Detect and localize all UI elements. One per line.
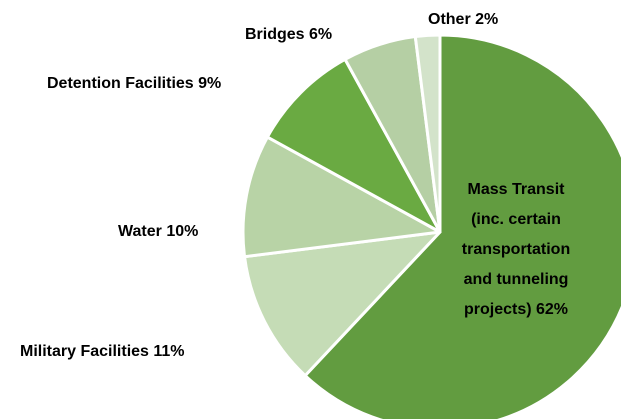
slice-value: 2%	[475, 11, 499, 28]
slice-value: 62%	[536, 301, 569, 318]
slice-label: Military Facilities 11%	[20, 342, 185, 362]
slice-category: Detention Facilities	[47, 75, 194, 92]
pie-slice	[265, 57, 442, 234]
slice-value: 9%	[198, 75, 222, 92]
pie-slice	[413, 33, 442, 234]
pie-slice	[241, 135, 442, 259]
slice-category: Other	[428, 11, 471, 28]
slice-category: Bridges	[245, 26, 305, 43]
slice-label: Other 2%	[428, 10, 498, 30]
slice-label: Water 10%	[118, 222, 198, 242]
pie-slice	[243, 230, 442, 378]
slice-value: 6%	[309, 26, 333, 43]
pie-slice	[303, 33, 621, 419]
slice-value: 11%	[153, 343, 185, 360]
slice-value: 10%	[166, 223, 199, 240]
slice-label: Bridges 6%	[245, 25, 332, 45]
slice-label: Mass Transit (inc. certain transportatio…	[449, 175, 583, 325]
slice-category: Military Facilities	[20, 343, 149, 360]
slice-category: Water	[118, 223, 162, 240]
slice-category: Mass Transit (inc. certain transportatio…	[461, 181, 571, 318]
slice-label: Detention Facilities 9%	[47, 74, 221, 94]
